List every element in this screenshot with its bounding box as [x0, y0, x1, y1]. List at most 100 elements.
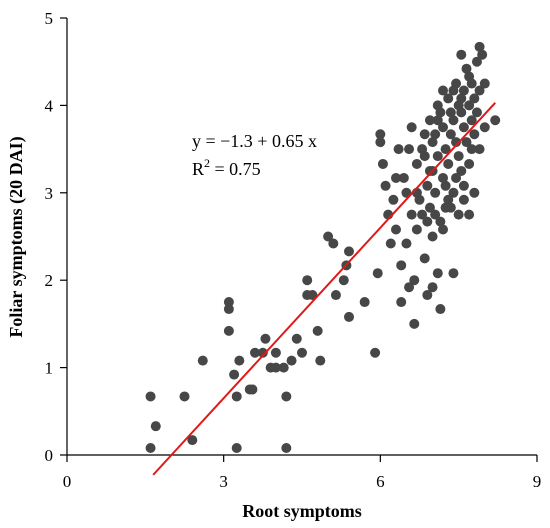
data-point: [456, 93, 467, 104]
data-point: [435, 107, 446, 118]
data-point: [404, 282, 415, 293]
data-point: [417, 209, 428, 220]
data-point: [440, 180, 451, 191]
y-tick-label: 5: [45, 9, 54, 28]
data-point: [469, 129, 480, 140]
data-point: [391, 224, 401, 235]
regression-equation: y = −1.3 + 0.65 x: [192, 131, 317, 151]
data-point: [443, 93, 454, 104]
data-point: [312, 325, 323, 336]
data-point: [422, 290, 433, 301]
data-point: [150, 421, 161, 432]
data-point: [448, 115, 459, 126]
r-squared-label: R2 = 0.75: [192, 156, 261, 179]
data-point: [456, 107, 467, 118]
data-point: [490, 115, 501, 126]
data-point: [456, 49, 467, 60]
r-squared-superscript: 2: [204, 156, 210, 170]
data-point: [380, 180, 391, 191]
data-point: [458, 122, 469, 133]
data-point: [197, 355, 208, 366]
data-point: [466, 78, 477, 89]
data-point: [451, 172, 462, 183]
data-point: [466, 144, 477, 155]
axes: [66, 18, 537, 456]
data-point: [424, 202, 435, 213]
data-point: [440, 144, 451, 155]
data-point: [396, 260, 407, 271]
data-point: [419, 129, 430, 140]
data-point: [422, 180, 433, 191]
data-point: [229, 369, 240, 380]
data-point: [250, 347, 260, 358]
data-point: [461, 63, 472, 74]
data-point: [401, 238, 412, 249]
data-point: [479, 122, 490, 133]
data-point: [391, 172, 401, 183]
data-point: [438, 224, 448, 235]
data-point: [445, 107, 456, 118]
data-point: [231, 391, 242, 402]
y-tick-label: 0: [45, 446, 54, 465]
r-squared-value: = 0.75: [210, 159, 261, 179]
data-point: [443, 194, 454, 205]
data-point: [330, 290, 341, 301]
data-points: [145, 41, 501, 454]
data-point: [435, 216, 446, 227]
data-point: [247, 384, 258, 395]
data-point: [448, 85, 459, 96]
data-point: [438, 172, 448, 183]
x-tick-label: 9: [533, 472, 542, 491]
y-tick-label: 2: [45, 271, 54, 290]
data-point: [281, 443, 292, 454]
data-point: [406, 122, 417, 133]
data-point: [432, 115, 443, 126]
data-point: [458, 85, 469, 96]
data-point: [427, 231, 438, 242]
data-point: [187, 435, 198, 446]
data-point: [377, 158, 388, 169]
data-point: [430, 209, 441, 220]
y-tick-label: 1: [45, 359, 54, 378]
data-point: [260, 333, 271, 344]
data-point: [223, 297, 234, 308]
y-tick-label: 4: [45, 96, 54, 115]
data-point: [474, 144, 485, 155]
data-point: [315, 355, 326, 366]
data-point: [234, 355, 245, 366]
data-point: [435, 304, 446, 315]
data-point: [427, 282, 438, 293]
data-point: [375, 129, 386, 140]
data-point: [430, 187, 441, 198]
data-point: [453, 151, 464, 162]
data-point: [388, 194, 399, 205]
regression-line: [152, 102, 496, 476]
data-point: [398, 172, 409, 183]
data-point: [445, 202, 456, 213]
data-point: [338, 275, 349, 286]
data-point: [359, 297, 370, 308]
data-point: [411, 224, 422, 235]
x-axis-title: Root symptoms: [242, 501, 362, 521]
x-tick-label: 6: [376, 472, 385, 491]
data-point: [270, 347, 281, 358]
data-point: [257, 347, 268, 358]
data-point: [223, 304, 234, 315]
x-tick-label: 0: [63, 472, 72, 491]
data-point: [432, 268, 443, 279]
data-point: [409, 275, 420, 286]
data-point: [323, 231, 334, 242]
data-point: [430, 129, 441, 140]
data-point: [385, 238, 396, 249]
data-point: [370, 347, 381, 358]
data-point: [424, 115, 435, 126]
data-point: [427, 137, 438, 148]
data-point: [458, 194, 469, 205]
data-point: [419, 253, 430, 264]
y-axis-title: Foliar symptoms (20 DAI): [6, 136, 27, 337]
data-point: [464, 100, 475, 111]
data-point: [448, 187, 459, 198]
data-point: [461, 137, 472, 148]
data-point: [458, 180, 469, 191]
data-point: [145, 391, 156, 402]
